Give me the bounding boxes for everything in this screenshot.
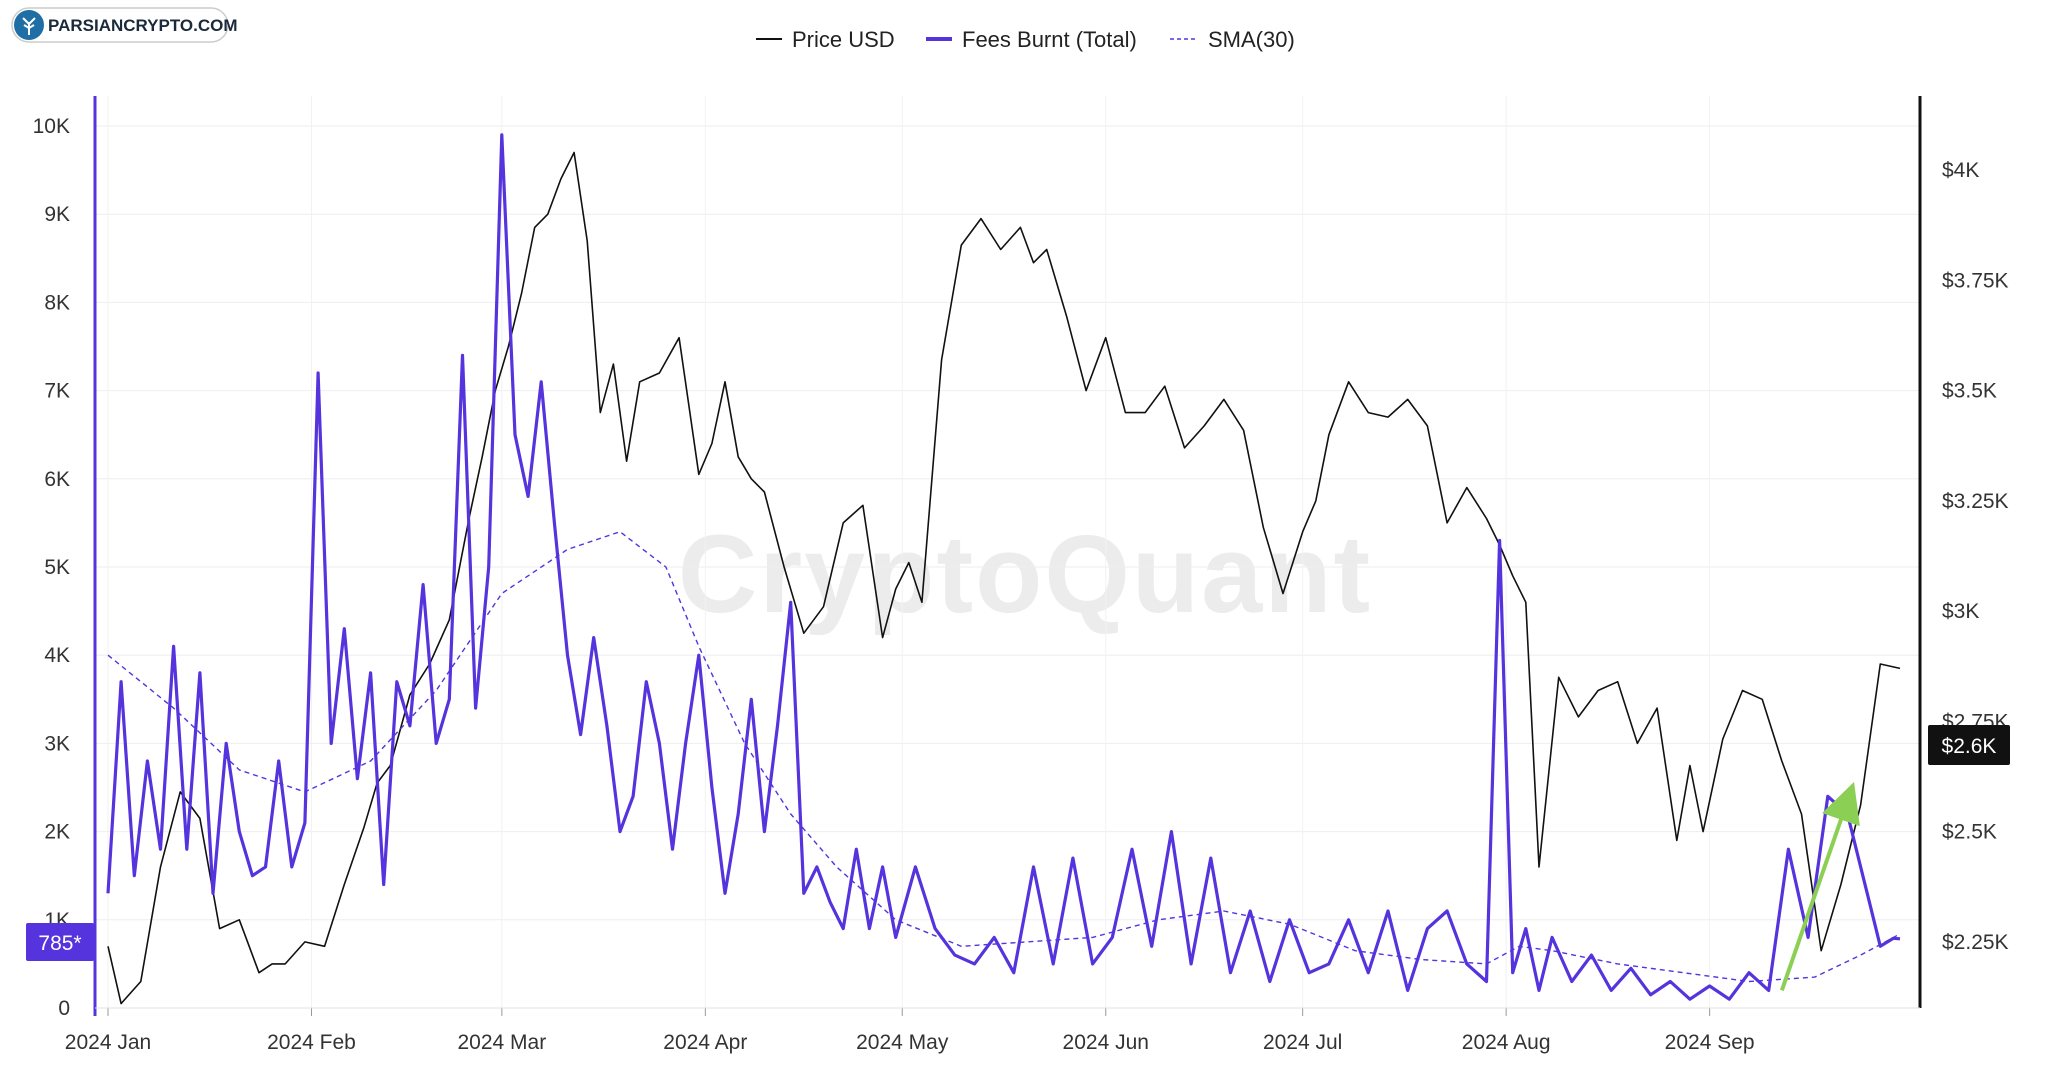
right-tick-label: $3K: [1942, 600, 1979, 623]
left-tick-label: 0: [58, 997, 70, 1020]
left-tick-label: 5K: [44, 556, 70, 579]
x-axis-ticks: 2024 Jan 2024 Feb 2024 Mar 2024 Apr 2024 May…: [65, 1008, 1755, 1054]
x-tick-label: 2024 May: [856, 1031, 949, 1054]
trend-arrow: [1779, 781, 1860, 992]
legend-fees-label[interactable]: Fees Burnt (Total): [962, 27, 1137, 52]
x-tick-label: 2024 Jul: [1263, 1031, 1342, 1054]
right-tick-label: $2.5K: [1942, 821, 1997, 844]
sma-line: [107, 531, 1901, 983]
fees-line: [106, 133, 1901, 1001]
price-current-badge: $2.6K: [1928, 725, 2010, 765]
x-tick-label: 2024 Aug: [1462, 1031, 1551, 1054]
site-logo[interactable]: PARSIANCRYPTO.COM: [11, 7, 238, 43]
annotations: [1779, 781, 1860, 992]
legend-sma-label[interactable]: SMA(30): [1208, 27, 1295, 52]
x-tick-label: 2024 Jan: [65, 1031, 151, 1054]
watermark: CryptoQuant: [678, 513, 1372, 636]
series-group: [106, 133, 1901, 1005]
left-tick-label: 2K: [44, 821, 70, 844]
logo-text: PARSIANCRYPTO.COM: [48, 16, 238, 35]
left-tick-label: 4K: [44, 644, 70, 667]
fees-current-value: 785*: [38, 932, 81, 955]
right-tick-label: $3.75K: [1942, 269, 2009, 292]
x-tick-label: 2024 Feb: [267, 1031, 356, 1054]
right-axis-ticks: $2.25K$2.5K$2.75K$3K$3.25K$3.5K$3.75K$4K: [1942, 159, 2009, 954]
legend-price-label[interactable]: Price USD: [792, 27, 895, 52]
right-tick-label: $3.25K: [1942, 490, 2009, 513]
right-tick-label: $4K: [1942, 159, 1979, 182]
legend[interactable]: Price USD Fees Burnt (Total) SMA(30): [756, 27, 1295, 52]
x-tick-label: 2024 Mar: [457, 1031, 546, 1054]
fees-current-badge: 785*: [26, 923, 94, 961]
left-tick-label: 9K: [44, 203, 70, 226]
logo-tree-icon: [22, 17, 36, 35]
left-tick-label: 7K: [44, 380, 70, 403]
right-tick-label: $2.25K: [1942, 931, 2009, 954]
x-tick-label: 2024 Apr: [663, 1031, 747, 1054]
left-tick-label: 3K: [44, 732, 70, 755]
left-tick-label: 8K: [44, 291, 70, 314]
x-tick-label: 2024 Sep: [1665, 1031, 1755, 1054]
right-tick-label: $3.5K: [1942, 380, 1997, 403]
left-tick-label: 6K: [44, 468, 70, 491]
left-tick-label: 10K: [33, 115, 70, 138]
grid: [95, 96, 1920, 1008]
x-tick-label: 2024 Jun: [1063, 1031, 1149, 1054]
price-current-value: $2.6K: [1942, 735, 1997, 758]
